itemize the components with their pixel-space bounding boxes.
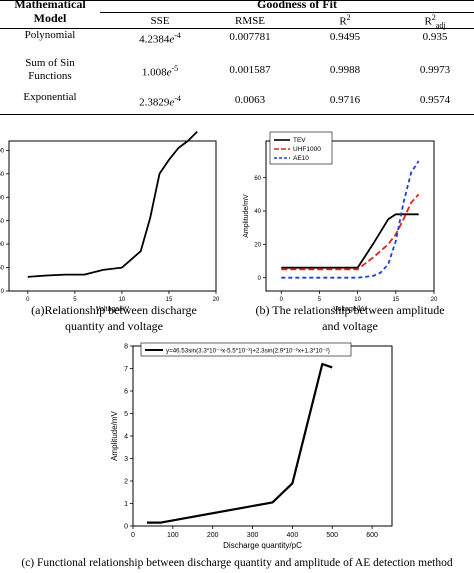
sse-mantissa: 4.2384	[139, 33, 170, 46]
r2adj-value: 0.9973	[419, 64, 451, 76]
r2adj-value: 0.935	[422, 31, 448, 43]
y-axis-label: Amplitude/mV	[110, 410, 119, 460]
y-tick-label: 250	[0, 172, 5, 178]
y-tick-label: 0	[1, 289, 5, 295]
caption-a: (a)Relationship between discharge quanti…	[31, 303, 197, 333]
r2-value: 0.9716	[329, 94, 361, 106]
chart-a: 05101520050100150200250300Voltage/kV	[0, 130, 220, 313]
y-tick-label: 50	[0, 266, 5, 272]
x-tick-label: 20	[431, 297, 438, 303]
caption-b: (b) The relationship between amplitude a…	[255, 303, 445, 333]
y-axis-label: Amplitude/mV	[243, 194, 250, 238]
series-line	[146, 362, 333, 524]
y-tick-label: 60	[254, 176, 261, 182]
col-header-rmse: RMSE	[235, 15, 265, 27]
plot-frame	[265, 140, 435, 292]
x-tick-label: 20	[213, 297, 220, 303]
y-tick-label: 8	[124, 343, 128, 350]
sse-value: 1.008e-5	[141, 64, 179, 79]
x-tick-label: 600	[366, 532, 378, 539]
row-header: Mathematical Model	[14, 0, 86, 25]
y-tick-label: 200	[0, 195, 5, 201]
x-tick-label: 10	[354, 297, 361, 303]
y-tick-label: 100	[0, 242, 5, 248]
table-bottom-rule	[0, 114, 474, 115]
series-line	[281, 193, 420, 271]
y-tick-label: 300	[0, 148, 5, 154]
header-rule	[100, 12, 474, 13]
y-tick-label: 2	[124, 478, 128, 485]
chart-c: 0 100 200 300 400 500 600 0 1 2 3 4 5 6 7 8 Discharge qu…	[110, 342, 393, 550]
col-header-rule	[0, 28, 474, 29]
col-header-sse: SSE	[150, 15, 170, 27]
y-tick-label: 0	[124, 523, 128, 530]
y-tick-label: 20	[254, 242, 261, 248]
series-line	[281, 160, 420, 279]
x-axis-label: Voltage/kV	[333, 306, 367, 313]
r2-value: 0.9495	[329, 31, 361, 43]
y-tick-label: 3	[124, 456, 128, 463]
y-tick-label: 6	[124, 388, 128, 395]
x-tick-label: 15	[166, 297, 173, 303]
legend-label: UHF1000	[293, 146, 321, 153]
y-tick-label: 1	[124, 501, 128, 508]
rmse-value: 0.001587	[229, 64, 271, 76]
x-axis-label: Discharge quantity/pC	[223, 541, 302, 550]
sse-value: 2.3829e-4	[139, 94, 181, 109]
x-tick-label: 500	[326, 532, 338, 539]
sse-mantissa: 2.3829	[139, 96, 170, 109]
col-header-r2: R2	[339, 13, 351, 28]
r2-value: 0.9988	[329, 64, 361, 76]
x-tick-label: 300	[247, 532, 259, 539]
legend-label: AE10	[293, 155, 309, 162]
rmse-value: 0.007781	[229, 31, 271, 43]
x-tick-label: 5	[318, 297, 322, 303]
x-tick-label: 400	[287, 532, 299, 539]
r2adj-value: 0.9574	[419, 94, 451, 106]
x-tick-label: 5	[73, 297, 77, 303]
plot-frame	[8, 140, 217, 292]
legend: TEV UHF1000 AE10	[269, 131, 333, 165]
y-tick-label: 150	[0, 219, 5, 225]
plot-frame	[132, 345, 393, 527]
sse-value: 4.2384e-4	[139, 31, 181, 46]
legend: y=46.53sin(3.3*10⁻⁴x-5.5*10⁻³)+2.3sin(2.…	[140, 342, 352, 357]
y-tick-label: 0	[258, 276, 262, 282]
model-name: Polynomial	[24, 29, 76, 41]
sse-exponent: -4	[174, 31, 181, 40]
group-header: Goodness of Fit	[256, 0, 337, 11]
x-axis-label: Voltage/kV	[96, 306, 130, 313]
legend-box	[140, 342, 352, 357]
rmse-value: 0.0063	[234, 94, 266, 106]
legend-label: TEV	[293, 137, 306, 144]
x-tick-label: 0	[26, 297, 30, 303]
y-tick-label: 5	[124, 411, 128, 418]
x-tick-label: 0	[280, 297, 284, 303]
model-name: Exponential	[23, 91, 77, 103]
x-tick-label: 100	[167, 532, 179, 539]
x-tick-label: 200	[207, 532, 219, 539]
x-tick-label: 10	[119, 297, 126, 303]
sse-mantissa: 1.008	[141, 66, 167, 79]
x-tick-label: 15	[392, 297, 399, 303]
series-line	[281, 213, 419, 269]
x-tick-label: 0	[131, 532, 135, 539]
y-tick-label: 40	[254, 209, 261, 215]
sse-exponent: -5	[171, 64, 179, 73]
series-line	[27, 130, 198, 278]
chart-b: 0 5 10 15 20 0 20 40 60 Voltage/kV Amplitude/mV TEV…	[243, 131, 438, 313]
model-name: Sum of Sin Functions	[25, 57, 75, 82]
y-tick-label: 7	[124, 366, 128, 373]
legend-label: y=46.53sin(3.3*10⁻⁴x-5.5*10⁻³)+2.3sin(2.…	[166, 348, 330, 355]
sse-exponent: -4	[174, 94, 181, 103]
y-tick-label: 4	[124, 433, 128, 440]
col-header-r2adj: R2adj	[424, 13, 446, 30]
caption-c: (c) Functional relationship between disc…	[21, 557, 453, 569]
table-top-rule	[0, 0, 474, 1]
